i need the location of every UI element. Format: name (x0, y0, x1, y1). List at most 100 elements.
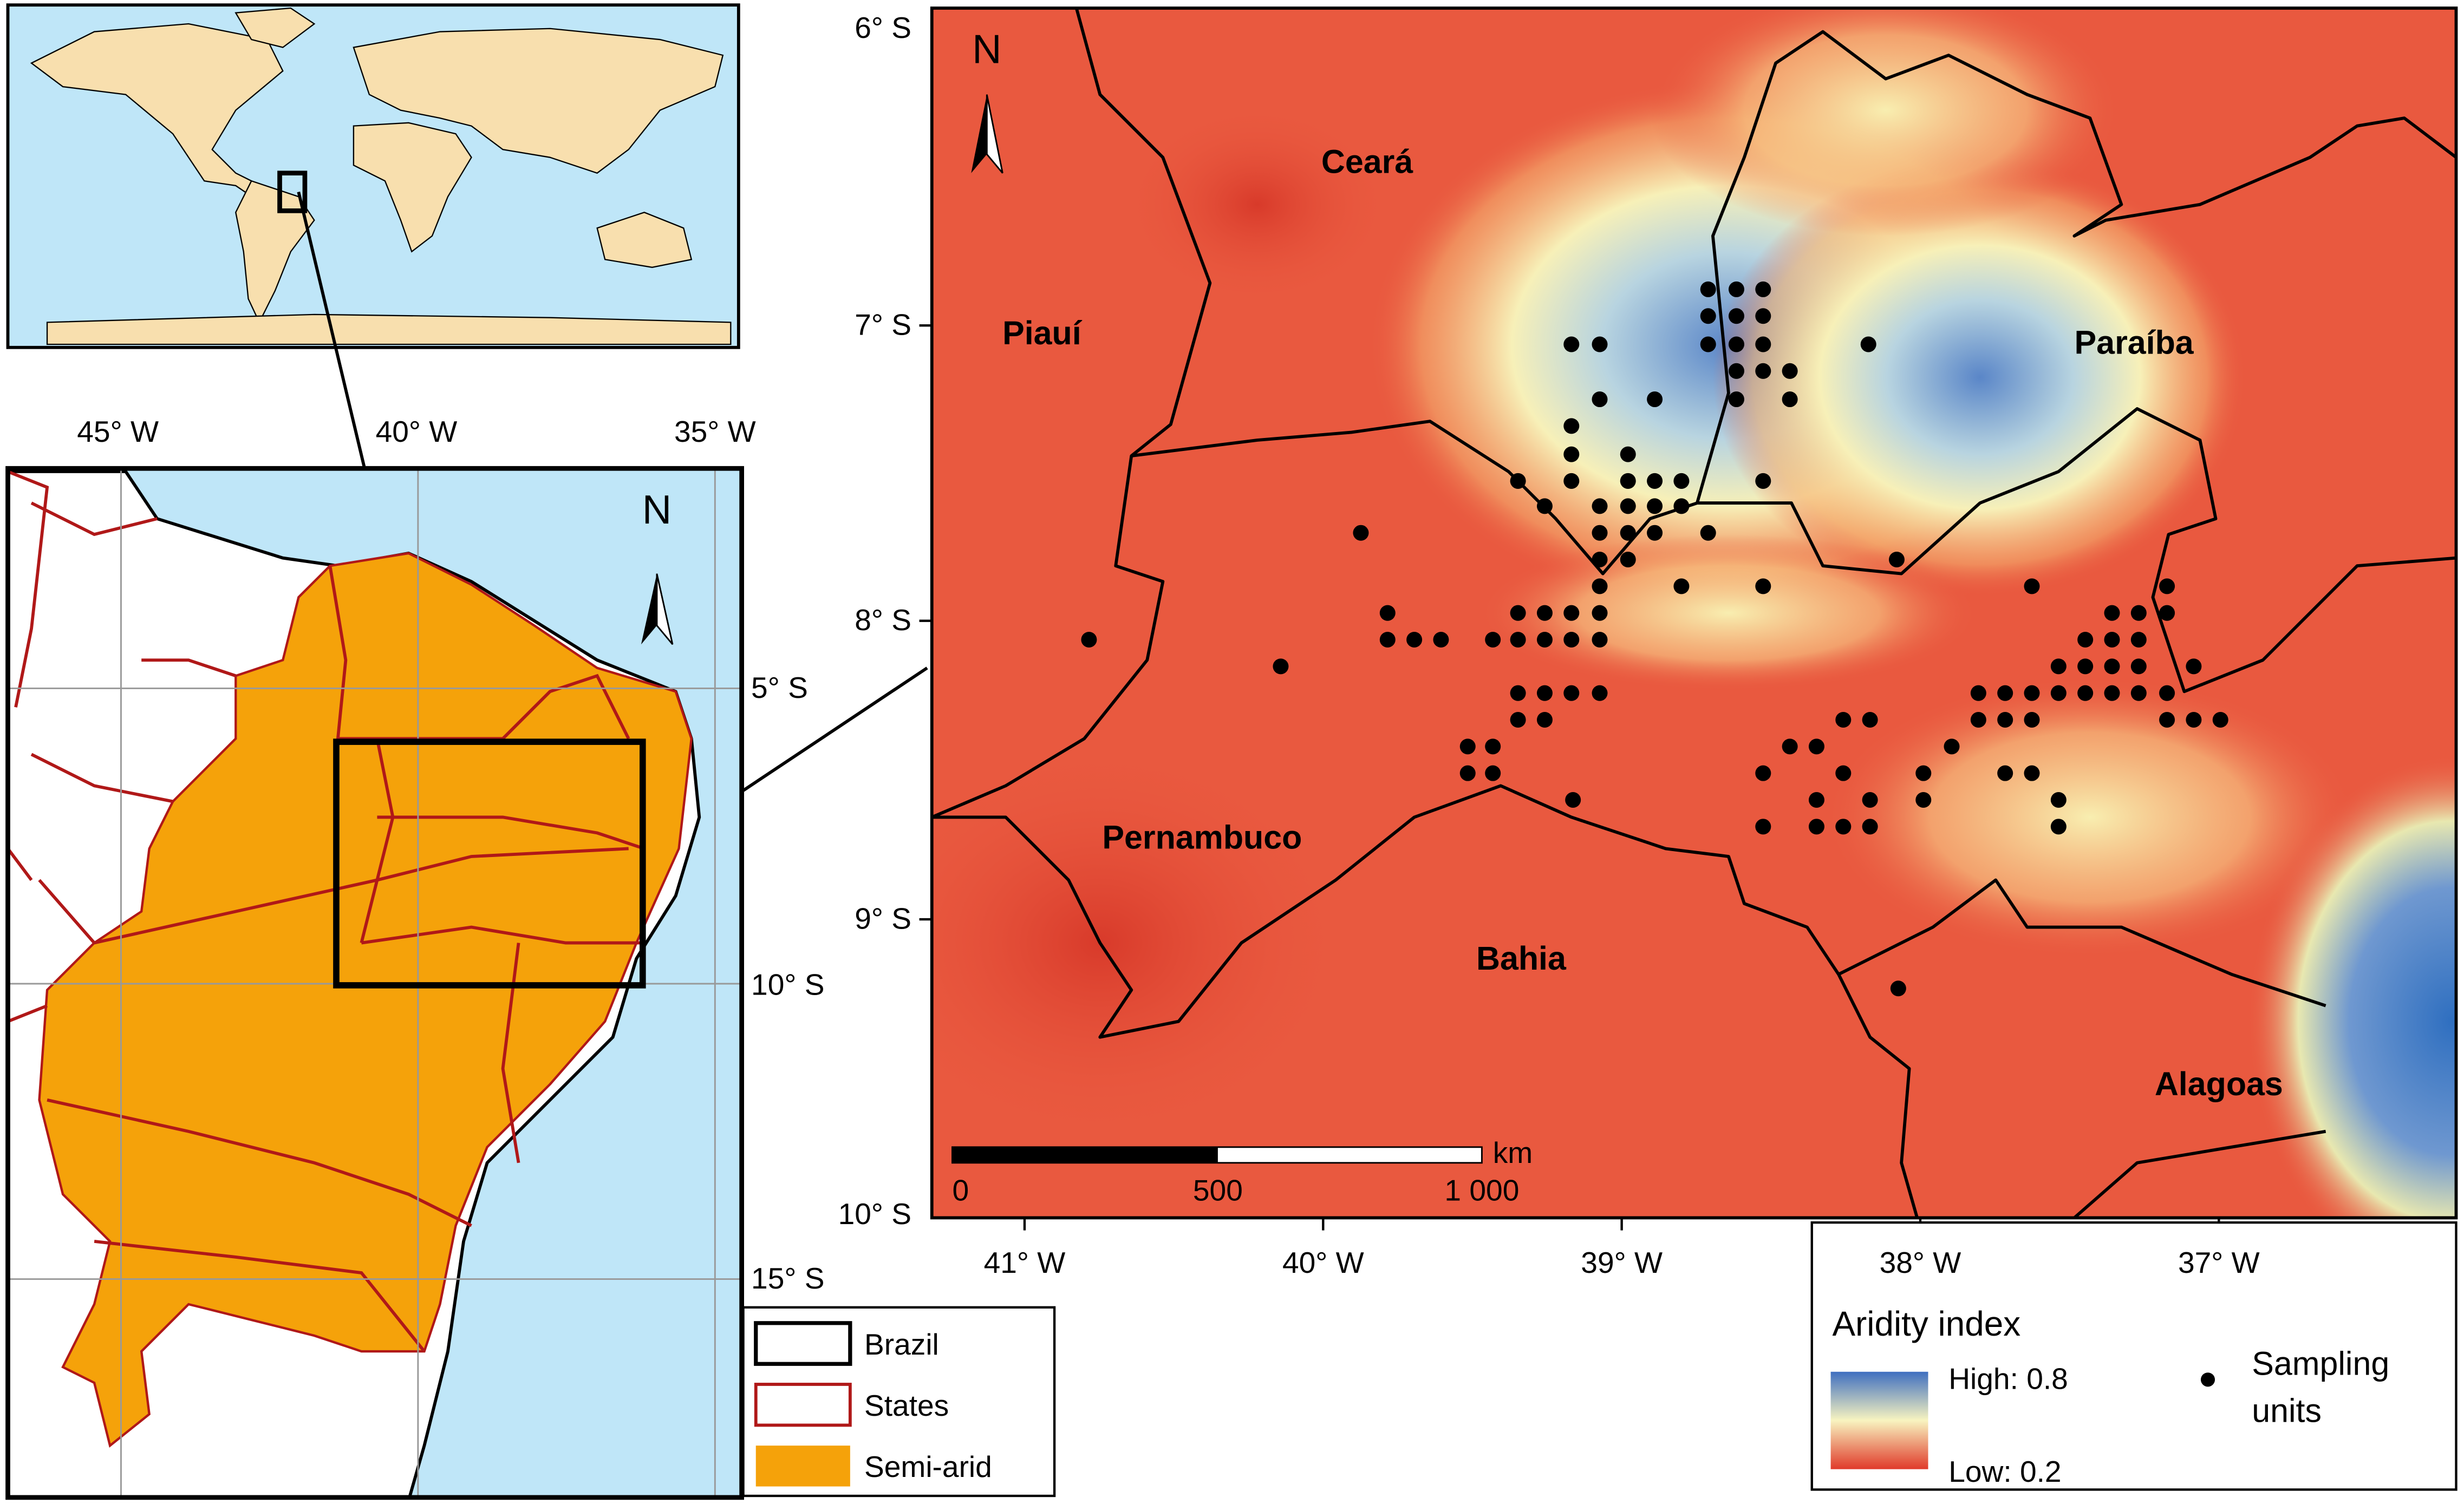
sampling-unit (2050, 819, 2067, 835)
sampling-unit (1592, 605, 1608, 621)
sampling-unit (1510, 605, 1526, 621)
legend-label: High: 0.8 (1948, 1362, 2068, 1396)
sampling-unit (1755, 765, 1771, 781)
sampling-unit (1433, 632, 1449, 648)
sampling-unit (2130, 658, 2147, 675)
sampling-unit (1536, 712, 1553, 728)
sampling-unit (1700, 336, 1716, 352)
sampling-unit (2024, 685, 2040, 701)
sampling-unit (1647, 525, 1663, 541)
place-label: Ceará (1321, 143, 1413, 180)
lat-label: 8° S (855, 603, 911, 637)
sampling-unit (1647, 498, 1663, 514)
sampling-unit (1970, 712, 1986, 728)
sampling-unit (2212, 712, 2228, 728)
sampling-unit (1728, 363, 1744, 379)
sampling-unit (2104, 632, 2120, 648)
sampling-unit (1565, 792, 1581, 808)
sampling-unit (1728, 308, 1744, 324)
sampling-unit (1592, 632, 1608, 648)
lat-label: 7° S (855, 308, 911, 342)
sampling-unit (1647, 473, 1663, 489)
sampling-unit (2159, 685, 2175, 701)
lon-label: 40° W (1282, 1246, 1364, 1279)
sampling-unit (1620, 498, 1636, 514)
sampling-unit (1563, 418, 1580, 434)
sampling-unit (1970, 685, 1986, 701)
sampling-unit (1592, 391, 1608, 408)
sampling-unit (2050, 658, 2067, 675)
legend-dot (2200, 1372, 2215, 1387)
place-label: Paraíba (2075, 324, 2194, 361)
sampling-unit (1563, 685, 1580, 701)
lon-label: 39° W (1581, 1246, 1663, 1279)
place-label: Pernambuco (1102, 819, 1302, 855)
sampling-unit (1592, 498, 1608, 514)
sampling-unit (1592, 685, 1608, 701)
sampling-unit (1997, 685, 2013, 701)
legend-swatch (754, 1383, 852, 1427)
scale-unit: km (1493, 1136, 1533, 1169)
sampling-unit (2077, 658, 2094, 675)
legend-gradient (1830, 1371, 1928, 1469)
sampling-unit (1563, 605, 1580, 621)
sampling-unit (1620, 473, 1636, 489)
lat-label: 6° S (855, 11, 911, 44)
sampling-unit (2159, 712, 2175, 728)
sampling-unit (1273, 658, 1289, 675)
legend-label: Low: 0.2 (1948, 1455, 2061, 1488)
sampling-unit (1353, 525, 1369, 541)
connector (297, 191, 367, 469)
sampling-unit (1835, 712, 1852, 728)
place-label: Bahia (1476, 940, 1567, 977)
legend-label: Brazil (864, 1328, 939, 1361)
lat-label: 5° S (751, 671, 808, 704)
sampling-unit (2024, 578, 2040, 594)
sampling-unit (1510, 712, 1526, 728)
sampling-unit (1620, 446, 1636, 462)
sampling-unit (1620, 525, 1636, 541)
sampling-unit (1459, 765, 1476, 781)
sampling-unit (1782, 738, 1798, 755)
sampling-unit (1835, 765, 1852, 781)
sampling-unit (1379, 632, 1396, 648)
sampling-unit (1485, 738, 1501, 755)
sampling-unit (2050, 792, 2067, 808)
sampling-unit (2130, 632, 2147, 648)
sampling-unit (1510, 685, 1526, 701)
sampling-unit (1808, 792, 1824, 808)
sampling-unit (1485, 632, 1501, 648)
sampling-unit (2186, 712, 2202, 728)
sampling-unit (1862, 819, 1878, 835)
sampling-unit (1915, 792, 1932, 808)
sampling-unit (1755, 363, 1771, 379)
sampling-unit (1673, 498, 1690, 514)
lon-label: 45° W (77, 415, 159, 448)
sampling-unit (2130, 685, 2147, 701)
sampling-unit (1755, 308, 1771, 324)
sampling-unit (1997, 765, 2013, 781)
north-arrow-label: N (972, 27, 1001, 72)
sampling-unit (1835, 819, 1852, 835)
sampling-unit (1755, 578, 1771, 594)
legend-label: Sampling units (2252, 1345, 2389, 1429)
sampling-unit (1536, 498, 1553, 514)
inset-map (5, 466, 744, 1500)
sampling-unit (1862, 712, 1878, 728)
sampling-unit (2077, 685, 2094, 701)
scale-bar (952, 1147, 1218, 1163)
sampling-unit (1888, 552, 1905, 568)
scale-label: 1 000 (1444, 1173, 1519, 1207)
legend-swatch (754, 1321, 852, 1366)
sampling-unit (1944, 738, 1960, 755)
legend-swatch (755, 1446, 850, 1487)
scale-label: 0 (952, 1173, 969, 1207)
sampling-unit (1536, 685, 1553, 701)
sampling-unit (1997, 712, 2013, 728)
sampling-unit (2159, 605, 2175, 621)
lon-label: 38° W (1880, 1246, 1961, 1279)
lat-label: 15° S (751, 1261, 824, 1295)
sampling-unit (1673, 473, 1690, 489)
